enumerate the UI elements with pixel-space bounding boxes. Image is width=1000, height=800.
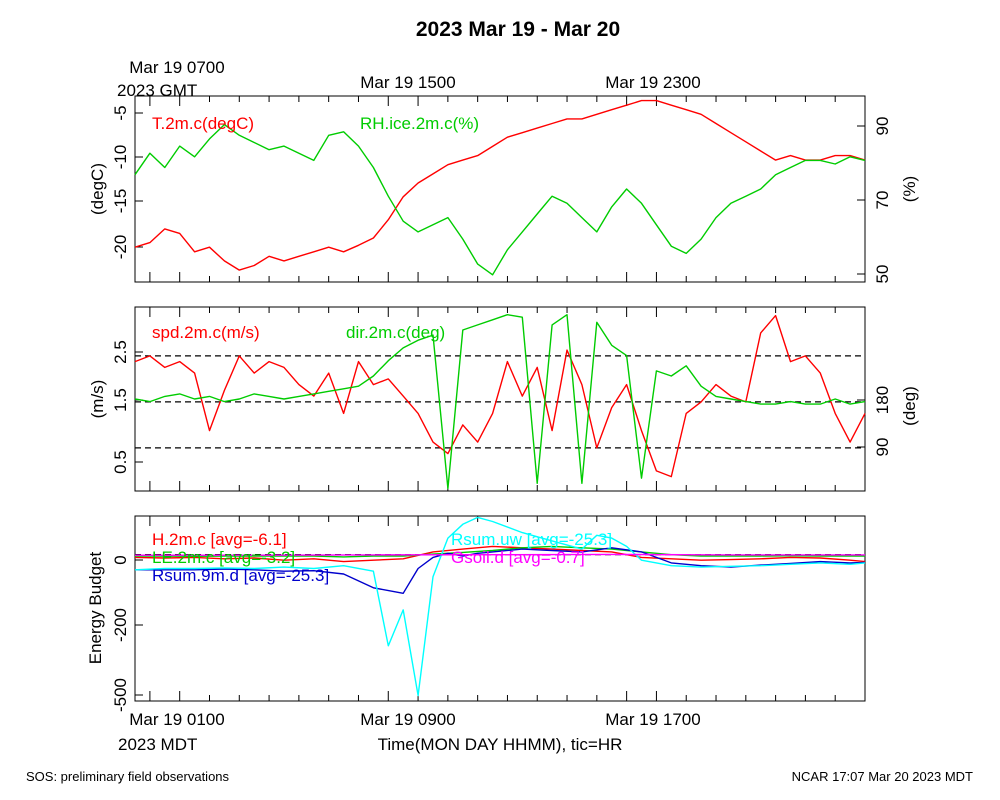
legend-temperature: T.2m.c(degC) xyxy=(152,114,254,133)
y-tick-label-left: 1.5 xyxy=(111,388,130,412)
bottom-axis-label-0: Mar 19 0100 xyxy=(129,710,224,729)
panel-frame xyxy=(134,95,866,283)
legend-humidity: RH.ice.2m.c(%) xyxy=(360,114,479,133)
x-axis-title: Time(MON DAY HHMM), tic=HR xyxy=(378,735,623,754)
panel-energy-budget: 0 -200 -500 xyxy=(111,515,866,712)
series-line-gsoil-d xyxy=(135,553,865,556)
legend-gsoil: Gsoil.d [avg=-0.7] xyxy=(451,548,585,567)
top-axis-sublabel: 2023 GMT xyxy=(117,81,197,100)
y-tick-label-right: 70 xyxy=(873,191,892,210)
panel-temperature-humidity: -5 -10 -15 -20 90 70 50 xyxy=(111,95,892,284)
top-axis-label-1: Mar 19 1500 xyxy=(360,73,455,92)
panel-frame xyxy=(134,515,866,702)
legend-latent-heat: LE.2m.c [avg=-3.2] xyxy=(152,548,295,567)
series-line-rsum-uw xyxy=(134,516,866,697)
top-axis-label-2: Mar 19 2300 xyxy=(605,73,700,92)
legend-sensible-heat: H.2m.c [avg=-6.1] xyxy=(152,530,287,549)
y-tick-label-right: 180 xyxy=(873,386,892,414)
series-line-le-2m-c xyxy=(135,545,865,558)
legend-wind-direction: dir.2m.c(deg) xyxy=(346,323,445,342)
ylabel-wind-direction: (deg) xyxy=(900,386,919,426)
ylabel-temperature: (degC) xyxy=(88,163,107,215)
ylabel-wind-speed: (m/s) xyxy=(88,380,107,419)
series-line-h-2m-c xyxy=(134,545,866,563)
y-tick-label-left: 2.5 xyxy=(111,340,130,364)
chart-title: 2023 Mar 19 - Mar 20 xyxy=(416,18,620,41)
series-line-t-2m-c xyxy=(134,99,866,271)
legend-rsum-9m: Rsum.9m.d [avg=-25.3] xyxy=(152,566,329,585)
y-tick-label-left: -10 xyxy=(111,145,130,170)
bottom-axis-label-1: Mar 19 0900 xyxy=(360,710,455,729)
legend-rsum-uw: Rsum.uw [avg=-25.3] xyxy=(451,530,612,549)
y-tick-label-left: -20 xyxy=(111,235,130,260)
top-axis-label-0: Mar 19 0700 xyxy=(129,58,224,77)
y-tick-label-right: 90 xyxy=(873,117,892,136)
bottom-axis-label-2: Mar 19 1700 xyxy=(605,710,700,729)
series-line-dir-2m-c xyxy=(134,314,866,490)
y-tick-label-left: -5 xyxy=(111,105,130,120)
y-tick-label-left: 0 xyxy=(111,555,130,564)
series-line-rh-ice-2m-c xyxy=(134,123,866,276)
y-tick-label-right: 50 xyxy=(873,265,892,284)
y-tick-label-left: 0.5 xyxy=(111,450,130,474)
ylabel-humidity: (%) xyxy=(900,176,919,202)
bottom-axis-sublabel: 2023 MDT xyxy=(118,735,197,754)
ylabel-energy: Energy Budget xyxy=(86,551,105,664)
y-tick-label-left: -15 xyxy=(111,189,130,214)
y-tick-label-left: -200 xyxy=(111,608,130,642)
legend-wind-speed: spd.2m.c(m/s) xyxy=(152,323,260,342)
y-tick-label-left: -500 xyxy=(111,678,130,712)
y-tick-label-right: 90 xyxy=(873,438,892,457)
footer-right: NCAR 17:07 Mar 20 2023 MDT xyxy=(792,769,973,784)
footer-left: SOS: preliminary field observations xyxy=(26,769,230,784)
panel-wind: 2.5 1.5 0.5 180 90 xyxy=(111,306,892,492)
